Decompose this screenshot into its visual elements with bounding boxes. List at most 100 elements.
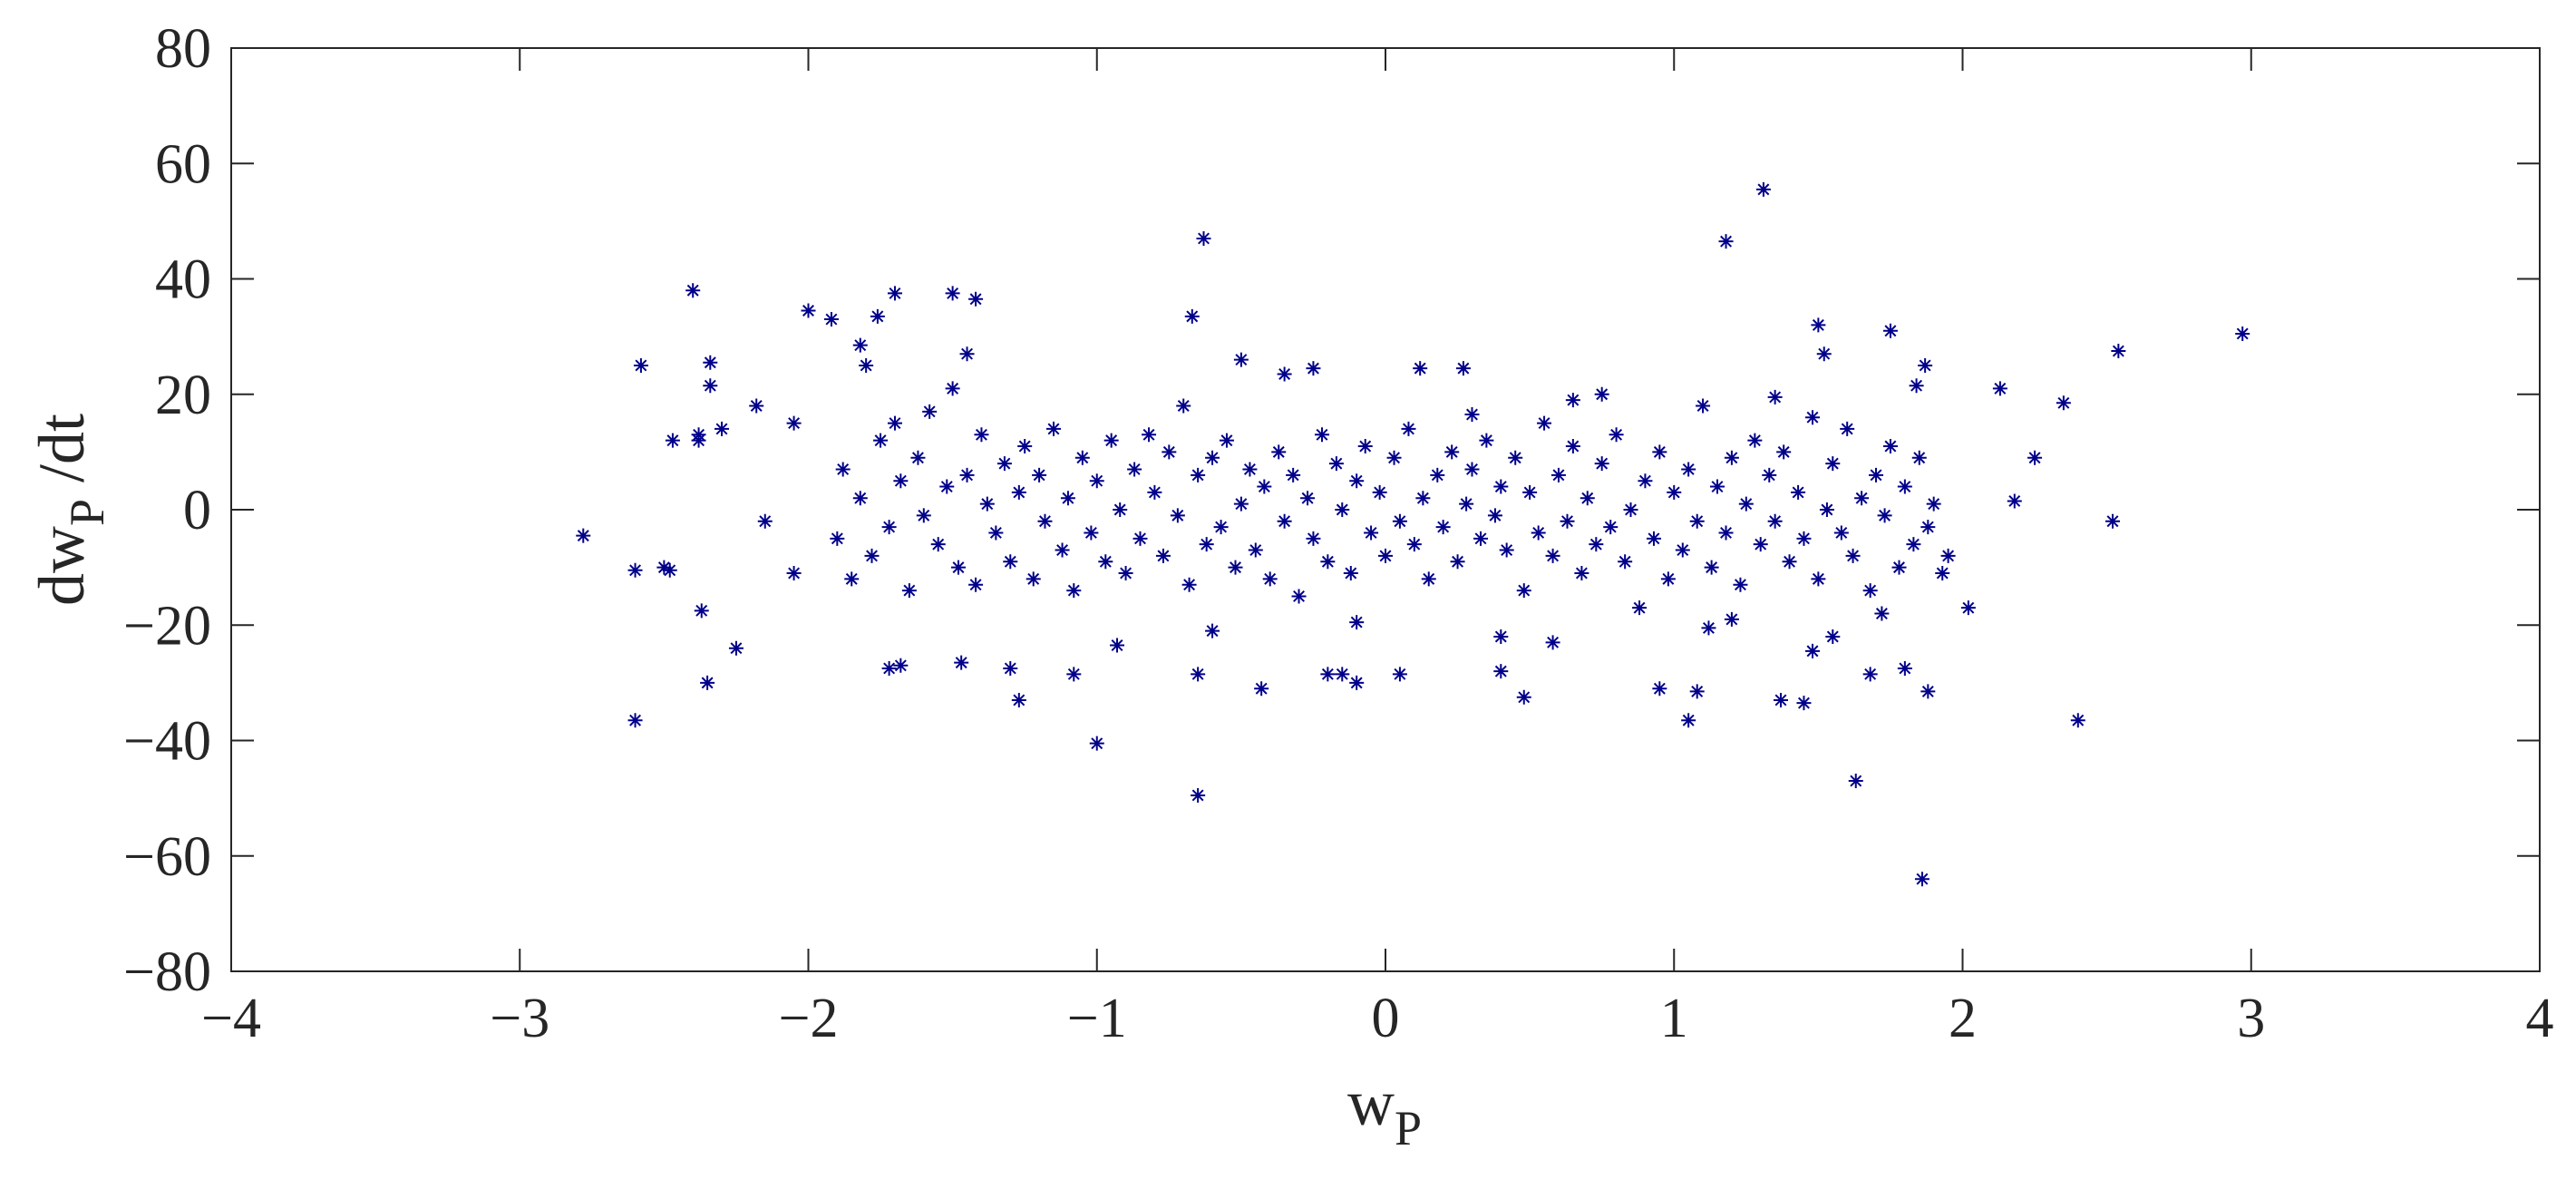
scatter-point bbox=[576, 528, 591, 543]
scatter-point bbox=[786, 415, 802, 431]
scatter-point bbox=[1869, 467, 1884, 482]
scatter-point bbox=[1349, 615, 1365, 630]
scatter-point bbox=[1113, 502, 1128, 517]
scatter-point bbox=[1320, 554, 1336, 570]
x-label-subscript: P bbox=[1395, 1101, 1422, 1155]
scatter-point bbox=[930, 537, 946, 552]
scatter-point bbox=[1262, 571, 1278, 587]
scatter-point bbox=[1271, 444, 1287, 460]
scatter-point bbox=[627, 713, 643, 728]
scatter-point bbox=[1191, 787, 1206, 803]
y-tick-label: −60 bbox=[123, 826, 211, 888]
scatter-point bbox=[1914, 872, 1930, 887]
scatter-point bbox=[1935, 565, 1950, 580]
scatter-point bbox=[1277, 366, 1292, 382]
scatter-point bbox=[1992, 381, 2007, 396]
scatter-point bbox=[1450, 554, 1465, 570]
scatter-point bbox=[1618, 554, 1633, 570]
scatter-point bbox=[1516, 689, 1531, 705]
scatter-point bbox=[959, 346, 975, 362]
y-tick-label: 0 bbox=[183, 480, 211, 541]
scatter-point bbox=[1493, 629, 1509, 644]
scatter-point bbox=[1455, 361, 1471, 376]
scatter-point bbox=[979, 496, 995, 512]
scatter-point bbox=[1776, 444, 1792, 460]
scatter-point bbox=[1560, 513, 1575, 529]
scatter-point bbox=[887, 286, 902, 301]
y-tick-label: −20 bbox=[123, 595, 211, 657]
scatter-point bbox=[893, 658, 909, 673]
scatter-point bbox=[1603, 520, 1619, 535]
scatter-point bbox=[1738, 496, 1754, 512]
scatter-point bbox=[1286, 467, 1301, 482]
scatter-point bbox=[1767, 389, 1783, 404]
scatter-point bbox=[1037, 513, 1053, 529]
scatter-point bbox=[1767, 513, 1783, 529]
scatter-point bbox=[1306, 531, 1321, 546]
scatter-point bbox=[1089, 473, 1104, 489]
scatter-point bbox=[633, 357, 648, 373]
scatter-point bbox=[1681, 462, 1696, 477]
scatter-point bbox=[757, 513, 773, 529]
scatter-point bbox=[1349, 473, 1365, 489]
scatter-point bbox=[728, 640, 744, 656]
scatter-point bbox=[1066, 583, 1082, 599]
scatter-point bbox=[1011, 692, 1026, 707]
scatter-point bbox=[1357, 439, 1373, 454]
scatter-point bbox=[786, 565, 802, 580]
scatter-point bbox=[1372, 484, 1387, 500]
scatter-point bbox=[1774, 692, 1788, 707]
scatter-point bbox=[1733, 577, 1748, 592]
scatter-point bbox=[1782, 554, 1797, 570]
scatter-point bbox=[1003, 660, 1018, 676]
scatter-point bbox=[830, 531, 845, 546]
scatter-point bbox=[1055, 542, 1070, 558]
scatter-point bbox=[1300, 491, 1316, 506]
scatter-point bbox=[1392, 667, 1407, 682]
scatter-point bbox=[1833, 525, 1849, 541]
scatter-point bbox=[1791, 484, 1806, 500]
scatter-point bbox=[1233, 496, 1249, 512]
scatter-point bbox=[1205, 623, 1220, 638]
scatter-point bbox=[1926, 496, 1941, 512]
scatter-point bbox=[1335, 667, 1350, 682]
scatter-point bbox=[714, 421, 730, 436]
scatter-point bbox=[1098, 554, 1113, 570]
scatter-point bbox=[1718, 525, 1734, 541]
scatter-point bbox=[1747, 433, 1763, 448]
scatter-point bbox=[1906, 537, 1921, 552]
scatter-point bbox=[922, 404, 938, 419]
scatter-point bbox=[1219, 433, 1234, 448]
scatter-point bbox=[901, 583, 917, 599]
scatter-point bbox=[1960, 600, 1976, 616]
scatter-point bbox=[1724, 611, 1739, 627]
scatter-point bbox=[1897, 660, 1912, 676]
scatter-point bbox=[1191, 667, 1206, 682]
scatter-point bbox=[1796, 531, 1812, 546]
scatter-point bbox=[749, 398, 764, 414]
y-tick-label: 60 bbox=[155, 133, 211, 195]
scatter-point bbox=[1084, 525, 1099, 541]
scatter-point bbox=[1401, 421, 1416, 436]
y-tick-label: −40 bbox=[123, 711, 211, 773]
scatter-point bbox=[2105, 513, 2120, 529]
scatter-point bbox=[988, 525, 1004, 541]
scatter-point bbox=[1623, 502, 1638, 517]
scatter-point bbox=[662, 562, 677, 578]
scatter-point bbox=[1609, 427, 1624, 443]
scatter-point bbox=[1314, 427, 1329, 443]
scatter-point bbox=[1845, 548, 1861, 563]
scatter-point bbox=[968, 291, 984, 307]
scatter-point bbox=[1701, 620, 1716, 636]
scatter-point bbox=[1516, 583, 1531, 599]
scatter-point bbox=[1444, 444, 1460, 460]
x-axis-label: wP bbox=[1347, 1067, 1422, 1155]
scatter-point bbox=[1675, 542, 1690, 558]
scatter-point bbox=[1918, 357, 1933, 373]
scatter-point bbox=[859, 357, 874, 373]
scatter-point bbox=[1508, 450, 1523, 465]
scatter-point bbox=[1882, 439, 1898, 454]
scatter-point bbox=[1046, 421, 1062, 436]
scatter-point bbox=[1753, 537, 1768, 552]
